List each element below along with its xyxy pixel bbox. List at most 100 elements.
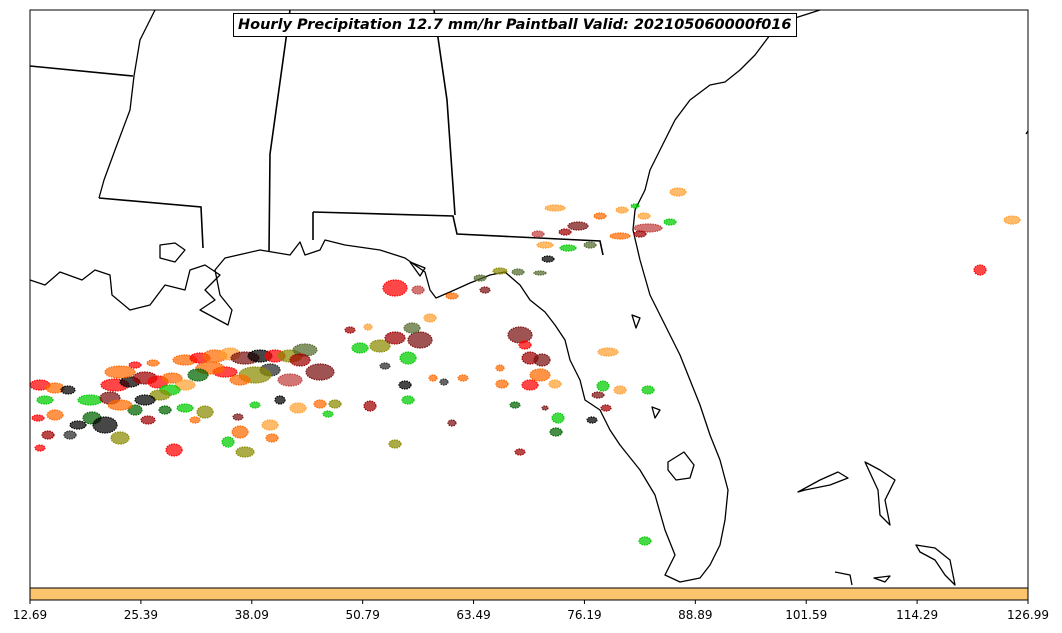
precip-contour <box>289 402 307 414</box>
precip-contour <box>559 244 577 252</box>
precip-contour <box>187 368 209 382</box>
precip-contour <box>189 416 201 424</box>
precip-contour <box>536 241 554 249</box>
precip-contour <box>399 351 417 365</box>
precip-contour <box>507 326 533 344</box>
colorbar-tick-label: 38.09 <box>234 608 269 622</box>
precip-contour <box>305 363 335 381</box>
precip-contour <box>638 536 652 546</box>
precip-contour <box>235 446 255 458</box>
precip-contour <box>161 372 183 384</box>
precip-contour <box>521 379 539 391</box>
precip-contour <box>439 378 449 386</box>
precip-contour <box>265 433 279 443</box>
precip-contour <box>600 404 612 412</box>
precip-contour <box>363 400 377 412</box>
precip-contour <box>591 391 605 399</box>
precip-contour <box>663 218 677 226</box>
colorbar-tick-label: 88.89 <box>678 608 713 622</box>
colorbar-ticks <box>29 600 1029 604</box>
precip-contour <box>544 204 566 212</box>
precip-contour <box>369 339 391 353</box>
precip-contour <box>77 394 103 406</box>
colorbar-tick-label: 114.29 <box>896 608 939 622</box>
precip-contour <box>669 187 687 197</box>
precip-contour <box>423 313 437 323</box>
precip-contour <box>110 431 130 445</box>
precip-contour <box>531 230 545 238</box>
precip-contour <box>630 203 640 209</box>
precip-contour <box>973 264 987 276</box>
precip-contour <box>328 399 342 409</box>
precip-contour <box>428 374 438 382</box>
precip-contour <box>249 401 261 409</box>
precip-contour <box>344 326 356 334</box>
precip-contour <box>511 268 525 276</box>
precip-contour <box>398 380 412 390</box>
precip-contour <box>158 405 172 415</box>
precip-contour <box>232 413 244 421</box>
precip-contour <box>69 420 87 430</box>
precip-contour <box>586 416 598 424</box>
precip-contour <box>322 410 334 418</box>
precip-contour <box>388 439 402 449</box>
precip-contour <box>46 409 64 421</box>
colorbar-tick-label: 76.19 <box>567 608 602 622</box>
precip-contour <box>34 444 46 452</box>
precip-contour <box>379 362 391 370</box>
precip-contour <box>382 279 408 297</box>
precip-contour <box>615 206 629 214</box>
precip-contour <box>261 419 279 431</box>
precip-contour <box>411 285 425 295</box>
colorbar-tick-label: 50.79 <box>345 608 380 622</box>
precip-contour <box>92 416 118 434</box>
precip-contour <box>583 241 597 249</box>
precip-contour <box>541 255 555 263</box>
precip-contour <box>633 223 663 233</box>
precip-contour <box>637 212 651 220</box>
precip-contour <box>313 399 327 409</box>
precip-contour <box>231 425 249 439</box>
precip-contour <box>533 270 547 276</box>
coastlines <box>29 9 1029 586</box>
precip-contour <box>176 403 194 413</box>
colorbar <box>29 587 1029 601</box>
precip-contour <box>479 286 491 294</box>
colorbar-tick-label: 126.99 <box>1007 608 1049 622</box>
precip-contour <box>1003 215 1021 225</box>
precip-contour <box>596 380 610 392</box>
precip-contour <box>514 448 526 456</box>
precip-contour <box>289 353 311 367</box>
precip-contour <box>196 405 214 419</box>
precip-contour <box>36 395 54 405</box>
precip-contour <box>134 394 156 406</box>
paintball-precip-field <box>29 187 1021 546</box>
precip-contour <box>104 365 136 379</box>
precip-contour <box>149 389 171 401</box>
precip-contour <box>165 443 183 457</box>
precip-contour <box>567 221 589 231</box>
precip-contour <box>63 430 77 440</box>
precip-contour <box>518 340 532 350</box>
precip-contour <box>140 415 156 425</box>
precip-contour <box>593 212 607 220</box>
colorbar-tick-label: 63.49 <box>456 608 491 622</box>
precip-contour <box>229 374 251 386</box>
precip-contour <box>292 343 318 357</box>
precip-contour <box>641 385 655 395</box>
map-title: Hourly Precipitation 12.7 mm/hr Paintbal… <box>233 13 797 37</box>
precip-contour <box>384 331 406 345</box>
precip-contour <box>221 436 235 448</box>
map-title-text: Hourly Precipitation 12.7 mm/hr Paintbal… <box>238 17 792 33</box>
colorbar-tick-label: 101.59 <box>785 608 828 622</box>
precip-contour <box>613 385 627 395</box>
precip-contour <box>473 274 487 282</box>
precip-contour <box>274 395 286 405</box>
precip-contour <box>445 292 459 300</box>
precip-contour <box>541 405 549 411</box>
precip-contour <box>128 361 142 369</box>
precip-contour <box>633 230 647 238</box>
precip-contour <box>509 401 521 409</box>
state-borders <box>29 9 604 256</box>
